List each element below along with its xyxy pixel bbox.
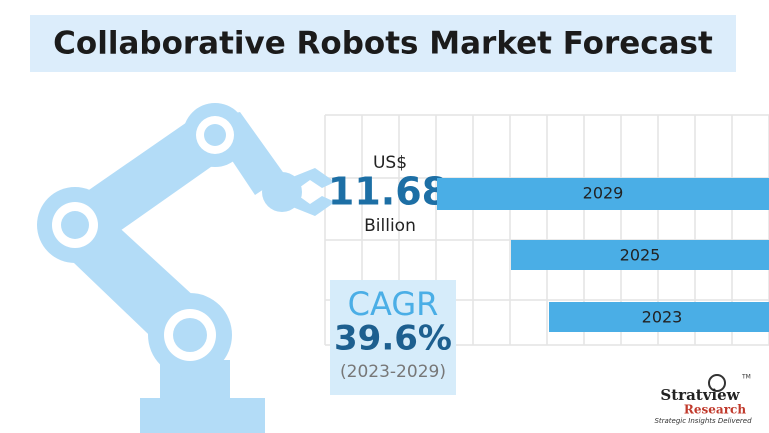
logo-name: Stratview [660, 386, 740, 404]
cagr-period: (2023-2029) [340, 362, 446, 382]
bar [511, 240, 769, 270]
bar [437, 178, 769, 210]
bar-label: 2029 [583, 184, 624, 203]
bar-label: 2023 [642, 308, 683, 327]
cagr-box [330, 280, 456, 395]
logo: TM Stratview Research Strategic Insights… [654, 374, 752, 426]
bar [549, 302, 769, 332]
market-value: 11.68 [328, 170, 448, 214]
logo-tm: TM [741, 374, 751, 381]
bar-label: 2025 [620, 246, 661, 265]
title-box [30, 15, 736, 72]
cagr-label: CAGR [348, 285, 439, 323]
logo-tagline: Strategic Insights Delivered [654, 417, 752, 425]
unit: Billion [364, 216, 416, 236]
title: Collaborative Robots Market Forecast [53, 26, 713, 62]
currency: US$ [373, 153, 407, 173]
cagr-value: 39.6% [334, 319, 452, 359]
robot-arm [37, 103, 335, 433]
logo-sub: Research [684, 403, 746, 417]
